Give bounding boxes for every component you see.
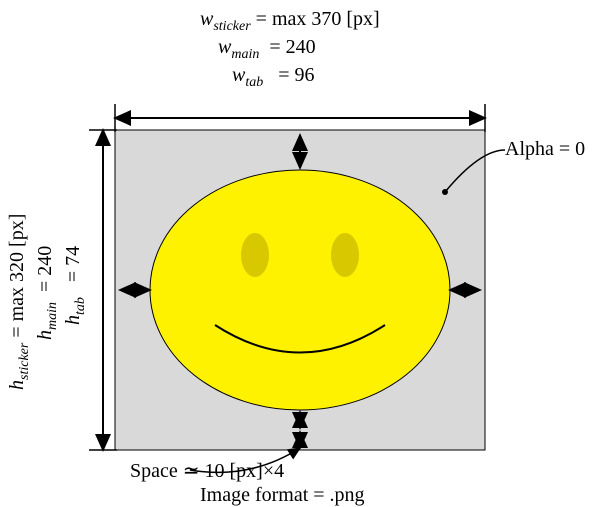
smiley-eye-left [241, 233, 269, 277]
smiley-eye-right [331, 233, 359, 277]
label-alpha: Alpha = 0 [505, 138, 585, 161]
smiley-face [150, 170, 450, 410]
label-w-tab: wtab = 96 [232, 64, 315, 91]
label-format: Image format = .png [200, 484, 365, 507]
diagram-stage: wsticker = max 370 [px] wmain = 240 wtab… [0, 0, 610, 506]
alpha-pointer-dot [442, 189, 448, 195]
label-w-sticker: wsticker = max 370 [px] [200, 8, 380, 35]
label-w-main: wmain = 240 [218, 36, 316, 63]
label-h-tab: htab = 74 [62, 246, 89, 325]
label-space: Space ≃ 10 [px]×4 [130, 458, 284, 483]
label-h-main: hmain = 240 [34, 246, 61, 340]
label-h-sticker: hsticker = max 320 [px] [6, 214, 33, 390]
